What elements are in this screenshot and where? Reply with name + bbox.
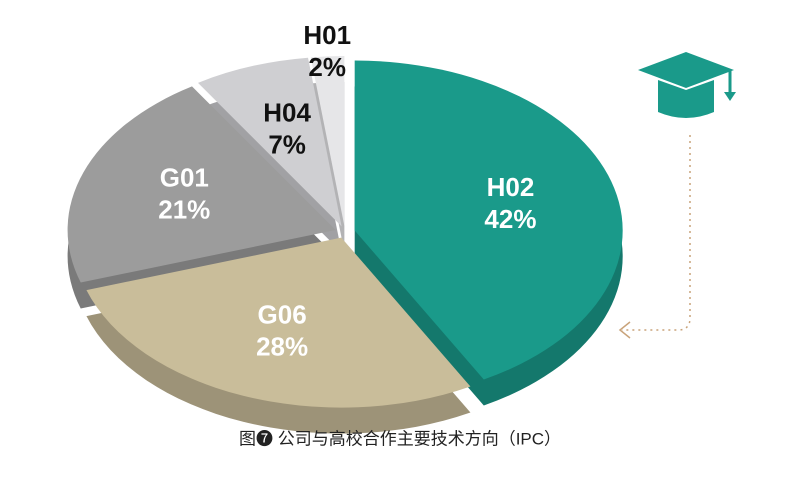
value-label: 28% — [256, 331, 308, 361]
category-label: H04 — [263, 97, 311, 127]
category-label: G06 — [258, 299, 307, 329]
slice — [198, 57, 342, 227]
slice — [86, 237, 471, 408]
value-label: 7% — [268, 129, 306, 159]
cap-icon — [618, 52, 736, 339]
value-label: 42% — [484, 204, 536, 234]
slice — [67, 86, 336, 283]
value-label: 2% — [308, 52, 346, 82]
value-label: 21% — [158, 194, 210, 224]
category-label: H02 — [487, 172, 535, 202]
category-label: H01 — [303, 20, 351, 50]
slice — [354, 60, 623, 380]
slice — [310, 56, 345, 227]
category-label: G01 — [160, 162, 209, 192]
chart-title: 图❼ 公司与高校合作主要技术方向（IPC） — [239, 429, 561, 448]
